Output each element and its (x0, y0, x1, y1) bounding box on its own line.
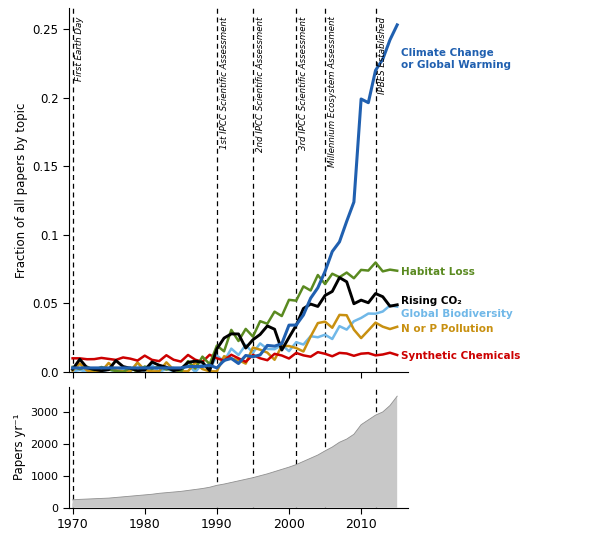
Y-axis label: Fraction of all papers by topic: Fraction of all papers by topic (16, 103, 28, 278)
Text: Millennium Ecosystem Assessment: Millennium Ecosystem Assessment (328, 17, 337, 168)
Text: Global Biodiversity: Global Biodiversity (401, 309, 512, 319)
Text: 1st IPCC Scientific Assessment: 1st IPCC Scientific Assessment (220, 17, 229, 149)
Text: N or P Pollution: N or P Pollution (401, 325, 493, 335)
Text: First Earth Day: First Earth Day (76, 17, 85, 81)
Text: 3rd IPCC Scientific Assessment: 3rd IPCC Scientific Assessment (299, 17, 308, 150)
Y-axis label: Papers yr⁻¹: Papers yr⁻¹ (13, 414, 26, 481)
Text: 2nd IPCC Scientific Assessment: 2nd IPCC Scientific Assessment (256, 17, 265, 152)
Text: Climate Change
or Global Warming: Climate Change or Global Warming (401, 48, 511, 70)
Text: Synthetic Chemicals: Synthetic Chemicals (401, 351, 520, 361)
Text: Rising CO₂: Rising CO₂ (401, 296, 461, 306)
Text: Habitat Loss: Habitat Loss (401, 267, 475, 277)
Text: IPBES Established: IPBES Established (379, 17, 388, 94)
